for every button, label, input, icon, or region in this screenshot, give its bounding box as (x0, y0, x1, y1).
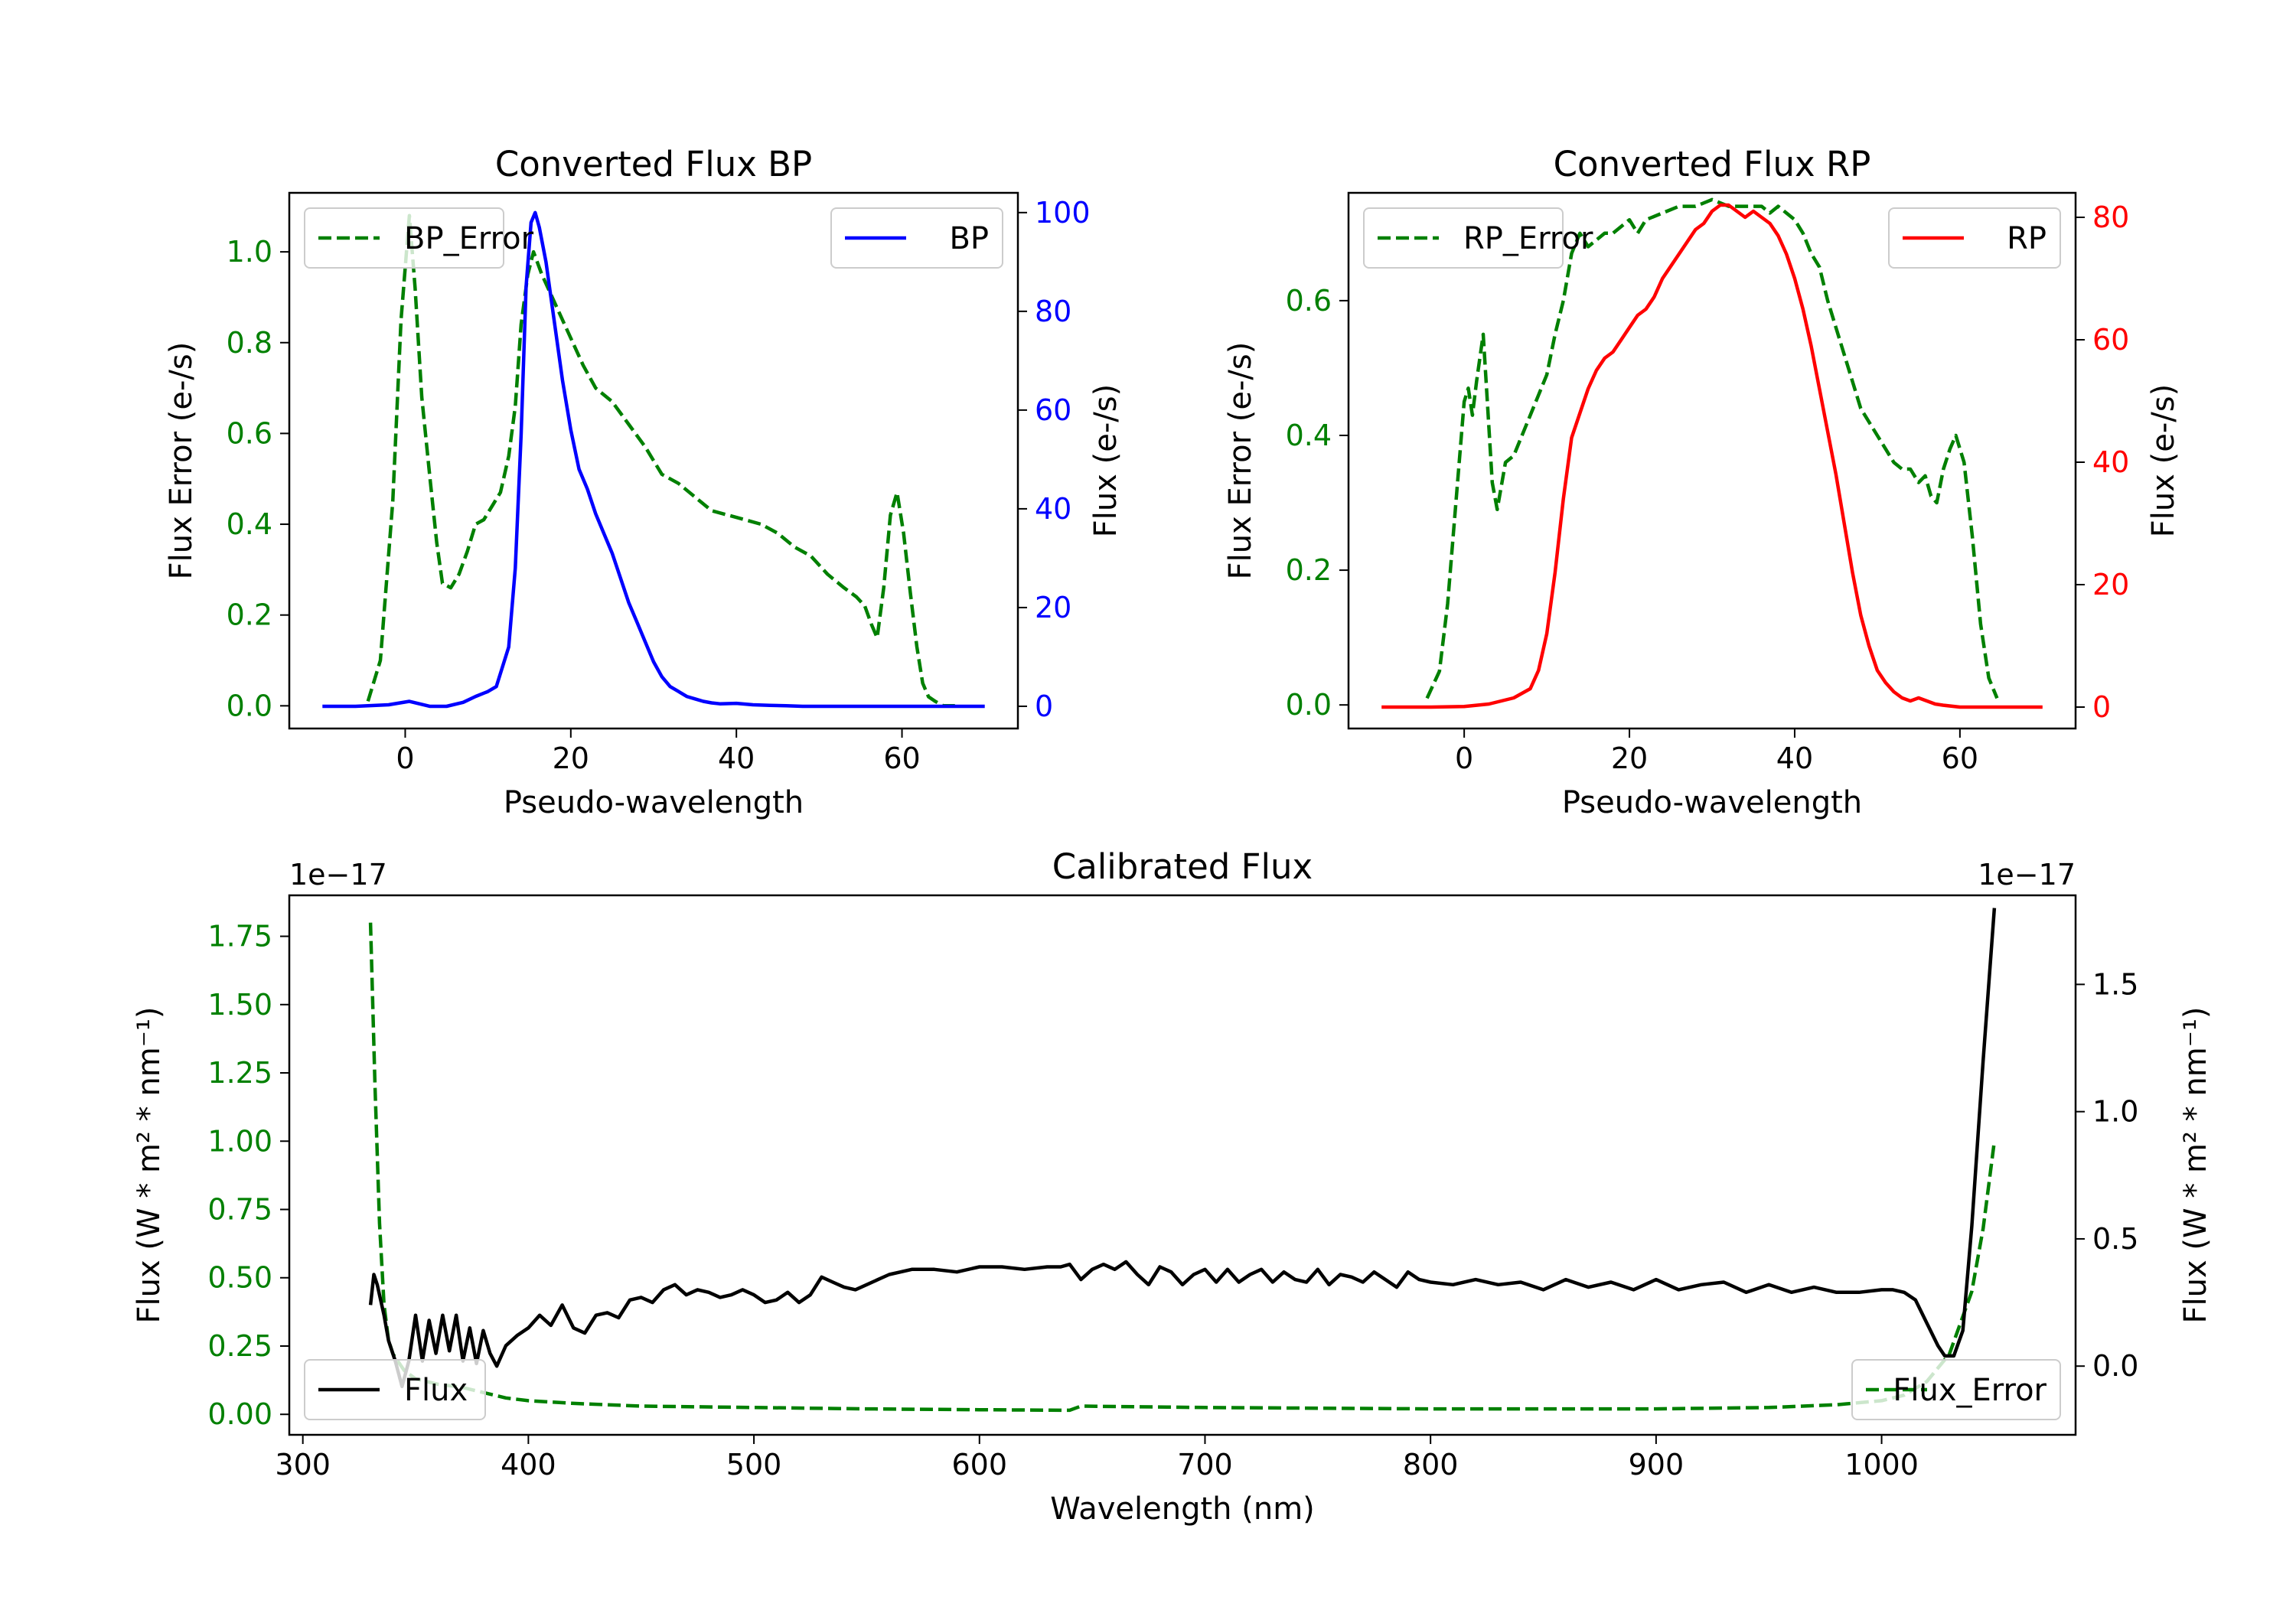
y-left-tick-label: 1.50 (207, 988, 272, 1022)
y-left-tick-label: 1.00 (207, 1124, 272, 1158)
y-right-tick-label: 0 (2092, 690, 2111, 724)
legend-flux-error: Flux_Error (1851, 1359, 2061, 1420)
y-right-tick-label: 20 (1035, 591, 1071, 624)
legend-box (830, 207, 1003, 269)
legend-box (304, 1359, 486, 1420)
y-left-tick-label: 0.75 (207, 1193, 272, 1227)
y-left-tick-label: 0.8 (227, 326, 272, 360)
y-right-tick-label: 40 (2092, 445, 2129, 479)
y-right-tick-label: 1.0 (2092, 1095, 2138, 1129)
x-tick-label: 500 (726, 1448, 782, 1482)
legend-bp-error: BP_Error (304, 207, 534, 269)
x-tick-label: 300 (275, 1448, 331, 1482)
x-tick-label: 40 (718, 742, 755, 775)
series-line-bp (322, 210, 985, 709)
legend-label: BP_Error (404, 221, 534, 256)
x-tick-label: 400 (501, 1448, 556, 1482)
y-left-offset-label: 1e−17 (289, 858, 387, 892)
y-right-tick-label: 80 (1035, 295, 1071, 328)
y-right-tick-label: 40 (1035, 492, 1071, 526)
x-tick-label: 900 (1629, 1448, 1684, 1482)
x-tick-label: 0 (1455, 742, 1473, 775)
legend-label: Flux (404, 1373, 468, 1408)
chart-title: Converted Flux RP (1554, 144, 1871, 184)
legend-flux: Flux (304, 1359, 486, 1420)
x-tick-label: 1000 (1844, 1448, 1919, 1482)
y-right-tick-label: 0.5 (2092, 1222, 2138, 1256)
legend-label: RP (2007, 221, 2047, 256)
y-right-offset-label: 1e−17 (1978, 858, 2076, 892)
y-left-axis-label: Flux Error (e-/s) (164, 342, 199, 580)
legend-rp-error: RP_Error (1363, 207, 1593, 269)
plot-frame (288, 894, 2077, 1436)
legend-label: BP (949, 221, 989, 256)
chart-title: Converted Flux BP (495, 144, 812, 184)
x-tick-label: 600 (952, 1448, 1008, 1482)
series-line-rp (1381, 203, 2043, 709)
legend-box (304, 207, 504, 269)
y-right-tick-label: 20 (2092, 568, 2129, 601)
series-line-bp-error (366, 214, 960, 708)
x-tick-label: 60 (883, 742, 920, 775)
series-line-flux (368, 908, 1997, 1389)
x-axis-label: Pseudo-wavelength (1562, 785, 1862, 820)
x-tick-label: 60 (1942, 742, 1978, 775)
y-left-tick-label: 1.75 (207, 920, 272, 953)
y-left-tick-label: 1.0 (227, 235, 272, 269)
y-right-tick-label: 0 (1035, 689, 1053, 723)
legend-box (1851, 1359, 2061, 1420)
series-line-rp-error (1425, 197, 1999, 699)
plot-frame (288, 191, 1019, 730)
y-right-axis-label: Flux (W * m² * nm⁻¹) (2178, 1007, 2213, 1324)
y-left-axis-label: Flux Error (e-/s) (1223, 342, 1258, 580)
legend-bp: BP (830, 207, 1003, 269)
y-left-tick-label: 0.00 (207, 1397, 272, 1431)
x-tick-label: 0 (396, 742, 414, 775)
y-left-tick-label: 0.2 (227, 598, 272, 632)
y-right-tick-label: 80 (2092, 200, 2129, 234)
legend-label: Flux_Error (1893, 1373, 2047, 1408)
y-left-tick-label: 0.4 (227, 507, 272, 541)
y-left-tick-label: 0.2 (1286, 553, 1332, 587)
chart-1: 0 20 40 60 0.0 0.2 0.4 0.6 0.8 1.0 0 20 40 60 80 100 Con… (164, 144, 1124, 820)
x-tick-label: 800 (1403, 1448, 1459, 1482)
x-axis-label: Wavelength (nm) (1050, 1491, 1315, 1527)
y-left-tick-label: 0.4 (1286, 419, 1332, 452)
x-tick-label: 20 (553, 742, 589, 775)
legend-rp: RP (1888, 207, 2061, 269)
x-tick-label: 700 (1177, 1448, 1233, 1482)
series-line-flux-error (368, 922, 1997, 1413)
chart-title: Calibrated Flux (1052, 846, 1313, 887)
x-tick-label: 20 (1611, 742, 1648, 775)
legend-box (1888, 207, 2061, 269)
plot-frame (1347, 191, 2077, 730)
y-right-tick-label: 60 (1035, 393, 1071, 427)
legend-label: RP_Error (1463, 221, 1593, 256)
y-left-tick-label: 0.25 (207, 1329, 272, 1363)
y-left-axis-label: Flux (W * m² * nm⁻¹) (132, 1007, 167, 1324)
y-left-tick-label: 0.0 (227, 689, 272, 722)
y-right-tick-label: 1.5 (2092, 967, 2138, 1001)
y-left-tick-label: 0.6 (1286, 284, 1332, 318)
legend-box (1363, 207, 1564, 269)
y-left-tick-label: 0.6 (227, 416, 272, 450)
chart-3: 300 400 500 600 700 800 900 1000 0.00 0.25 0.50 0.7… (132, 846, 2213, 1527)
y-right-tick-label: 100 (1035, 196, 1091, 230)
y-left-tick-label: 1.25 (207, 1056, 272, 1090)
y-right-axis-label: Flux (e-/s) (1088, 384, 1124, 537)
y-right-axis-label: Flux (e-/s) (2146, 384, 2181, 537)
x-tick-label: 40 (1776, 742, 1813, 775)
y-left-tick-label: 0.50 (207, 1261, 272, 1295)
y-right-tick-label: 60 (2092, 323, 2129, 357)
chart-2: 0 20 40 60 0.0 0.2 0.4 0.6 0 20 40 60 80 Converted Fl… (1223, 144, 2181, 820)
y-right-tick-label: 0.0 (2092, 1349, 2138, 1383)
y-left-tick-label: 0.0 (1286, 688, 1332, 722)
x-axis-label: Pseudo-wavelength (504, 785, 804, 820)
